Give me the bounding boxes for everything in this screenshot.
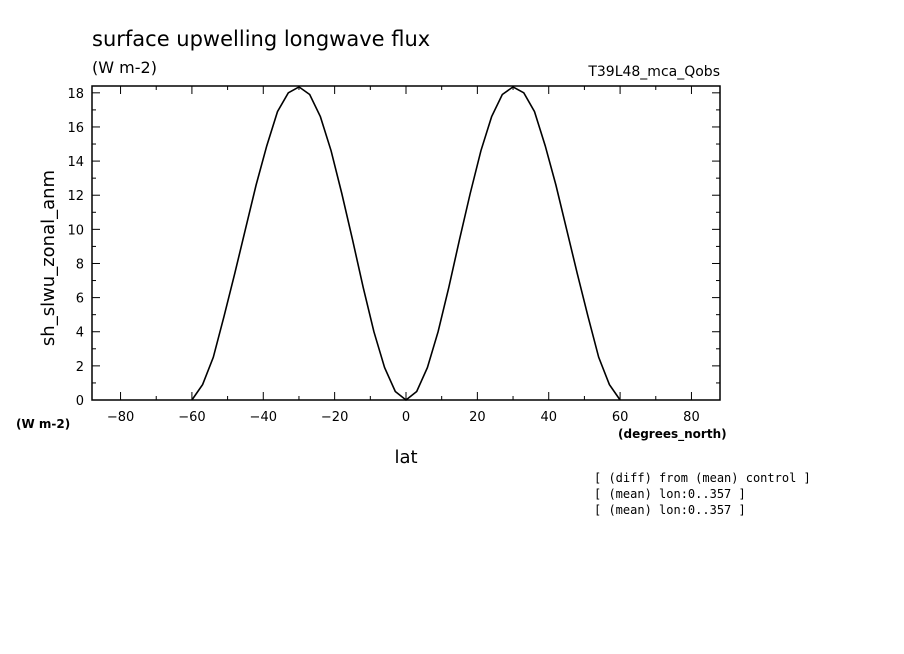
x-axis-label: lat	[394, 447, 417, 468]
note-line-2: [ (mean) lon:0..357 ]	[594, 487, 746, 501]
y-tick-label: 10	[67, 223, 84, 238]
y-axis-unit: (W m-2)	[16, 417, 70, 431]
y-tick-label: 2	[76, 360, 84, 375]
y-tick-labels: 0 2 4 6 8 10 12 14 16 18	[67, 87, 84, 409]
x-tick-label: 60	[612, 410, 629, 425]
y-tick-label: 0	[76, 394, 84, 409]
x-axis-ticks	[120, 86, 692, 400]
plot-frame	[91, 85, 721, 401]
run-label: T39L48_mca_Qobs	[587, 64, 720, 80]
y-tick-label: 14	[67, 155, 84, 170]
note-line-3: [ (mean) lon:0..357 ]	[594, 503, 746, 517]
y-tick-label: 18	[67, 87, 84, 102]
series-line	[191, 85, 621, 402]
y-axis-label: sh_slwu_zonal_anm	[38, 170, 59, 346]
y-axis-ticks	[92, 92, 720, 401]
x-tick-label: 0	[402, 410, 410, 425]
x-tick-label: −60	[178, 410, 205, 425]
chart-subtitle: (W m-2)	[92, 58, 157, 77]
x-axis-unit: (degrees_north)	[618, 427, 727, 442]
x-tick-label: 80	[683, 410, 700, 425]
x-tick-label: −80	[107, 410, 134, 425]
y-tick-label: 4	[76, 326, 84, 341]
note-line-1: [ (diff) from (mean) control ]	[594, 471, 811, 485]
y-tick-label: 12	[67, 189, 84, 204]
x-tick-label: −20	[321, 410, 348, 425]
y-tick-label: 6	[76, 292, 84, 307]
y-tick-label: 16	[67, 121, 84, 136]
chart-title: surface upwelling longwave flux	[92, 27, 430, 51]
x-tick-label: 40	[540, 410, 557, 425]
y-tick-label: 8	[76, 257, 84, 272]
x-tick-labels: −80 −60 −40 −20 0 20 40 60 80	[107, 410, 700, 425]
x-tick-label: −40	[250, 410, 277, 425]
x-tick-label: 20	[469, 410, 486, 425]
